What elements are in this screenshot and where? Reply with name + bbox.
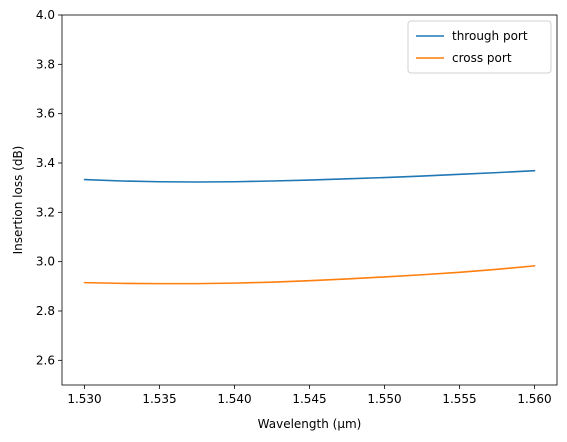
x-tick-label: 1.535 (142, 392, 176, 406)
x-axis-label: Wavelength (μm) (258, 417, 362, 431)
x-tick-label: 1.545 (292, 392, 326, 406)
legend-box (407, 20, 552, 74)
y-tick-label: 3.8 (36, 57, 55, 71)
plot-frame (61, 14, 558, 386)
x-tick-label: 1.560 (517, 392, 551, 406)
y-tick-label: 3.0 (36, 255, 55, 269)
y-tick-label: 2.8 (36, 304, 55, 318)
legend: through port cross port (407, 20, 552, 74)
y-axis-ticks: 2.6 2.8 3.0 3.2 3.4 3.6 3.8 4.0 (36, 8, 62, 367)
x-tick-label: 1.540 (217, 392, 251, 406)
y-tick-label: 3.6 (36, 107, 55, 121)
series-line-1 (83, 169, 536, 183)
x-tick-label: 1.555 (442, 392, 476, 406)
y-tick-label: 3.4 (36, 156, 55, 170)
series-lines (83, 169, 536, 285)
legend-label: through port (452, 29, 528, 43)
series-line-2 (83, 265, 536, 285)
y-tick-label: 3.2 (36, 205, 55, 219)
y-tick-label: 2.6 (36, 353, 55, 367)
x-tick-label: 1.550 (367, 392, 401, 406)
x-axis-ticks: 1.530 1.535 1.540 1.545 1.550 1.555 1.560 (67, 385, 552, 406)
y-tick-label: 4.0 (36, 8, 55, 22)
y-axis-label: Insertion loss (dB) (11, 146, 25, 255)
x-tick-label: 1.530 (67, 392, 101, 406)
legend-label: cross port (452, 51, 512, 65)
